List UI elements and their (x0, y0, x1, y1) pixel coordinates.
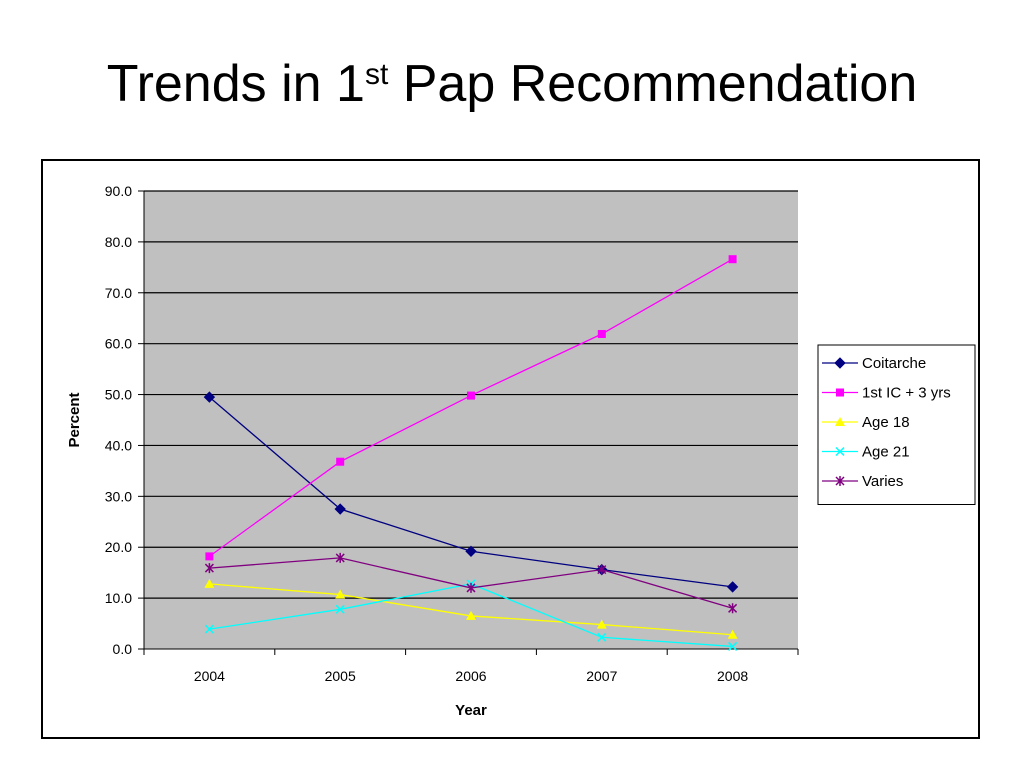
y-tick-label: 10.0 (105, 590, 132, 606)
y-tick-label: 20.0 (105, 539, 132, 555)
chart-frame: 0.0 10.0 20.0 30.0 40.0 50.0 60.0 70.0 80.0 90.0 2… (41, 159, 980, 739)
x-tick-label: 2008 (717, 668, 748, 684)
legend-marker (836, 388, 844, 397)
data-point (204, 578, 215, 588)
data-point (466, 610, 476, 620)
legend-label: Age 21 (862, 444, 910, 461)
legend-marker (835, 417, 845, 426)
series-age-18 (204, 578, 738, 639)
legend-marker (835, 476, 845, 486)
data-point (597, 329, 606, 338)
legend-label: Age 18 (862, 414, 910, 431)
y-tick-label: 70.0 (105, 285, 132, 301)
x-tick-label: 2007 (586, 668, 617, 684)
data-point (467, 391, 475, 400)
series-varies (204, 552, 738, 614)
data-point (205, 552, 214, 561)
line-chart: 0.0 10.0 20.0 30.0 40.0 50.0 60.0 70.0 80.0 90.0 2… (66, 183, 976, 719)
data-point (336, 457, 345, 466)
title-main: Trends in 1 (106, 55, 365, 113)
data-point (597, 564, 607, 575)
x-tick-label: 2004 (194, 668, 225, 684)
legend-label: 1st IC + 3 yrs (862, 385, 951, 402)
data-point (334, 503, 346, 515)
x-axis-title: Year (455, 702, 487, 719)
x-tick-label: 2005 (325, 668, 356, 684)
legend-marker (835, 446, 845, 457)
y-tick-label: 90.0 (105, 183, 132, 199)
data-point (596, 619, 607, 629)
slide-title: Trends in 1st Pap Recommendation (0, 58, 1024, 110)
legend-item: Varies (822, 473, 903, 490)
data-point (335, 604, 345, 614)
data-point (728, 255, 737, 264)
legend-label: Coitarche (862, 355, 926, 372)
legend-marker (834, 357, 846, 369)
y-axis-title: Percent (66, 392, 83, 447)
data-point (204, 563, 214, 574)
legend-label: Varies (862, 473, 903, 490)
data-point (335, 589, 346, 599)
data-point (465, 545, 477, 558)
data-point (728, 641, 738, 651)
y-tick-label: 80.0 (105, 234, 132, 250)
data-point (203, 391, 216, 403)
title-superscript: st (364, 58, 389, 91)
data-point (728, 603, 738, 614)
title-rest: Pap Recommendation (388, 55, 918, 113)
data-point (597, 632, 607, 642)
legend-item: Coitarche (822, 355, 926, 372)
plot-area (144, 191, 798, 649)
x-tick-label: 2006 (455, 668, 486, 684)
y-tick-label: 0.0 (113, 641, 133, 657)
data-point (204, 624, 214, 634)
y-tick-label: 50.0 (105, 387, 132, 403)
y-tick-label: 40.0 (105, 437, 132, 453)
series-coitarche (203, 391, 739, 593)
legend-item: 1st IC + 3 yrs (822, 385, 951, 402)
data-point (727, 629, 738, 639)
legend-item: Age 21 (822, 444, 910, 461)
legend: Coitarche 1st IC + 3 yrs Age 18 Age 21 Varie… (817, 344, 976, 505)
data-point (466, 582, 476, 593)
y-tick-label: 30.0 (105, 488, 132, 504)
data-point (726, 581, 739, 593)
series-1st-ic-3-yrs (205, 255, 737, 561)
legend-item: Age 18 (822, 414, 910, 431)
y-tick-label: 60.0 (105, 336, 132, 352)
data-point (335, 552, 345, 563)
